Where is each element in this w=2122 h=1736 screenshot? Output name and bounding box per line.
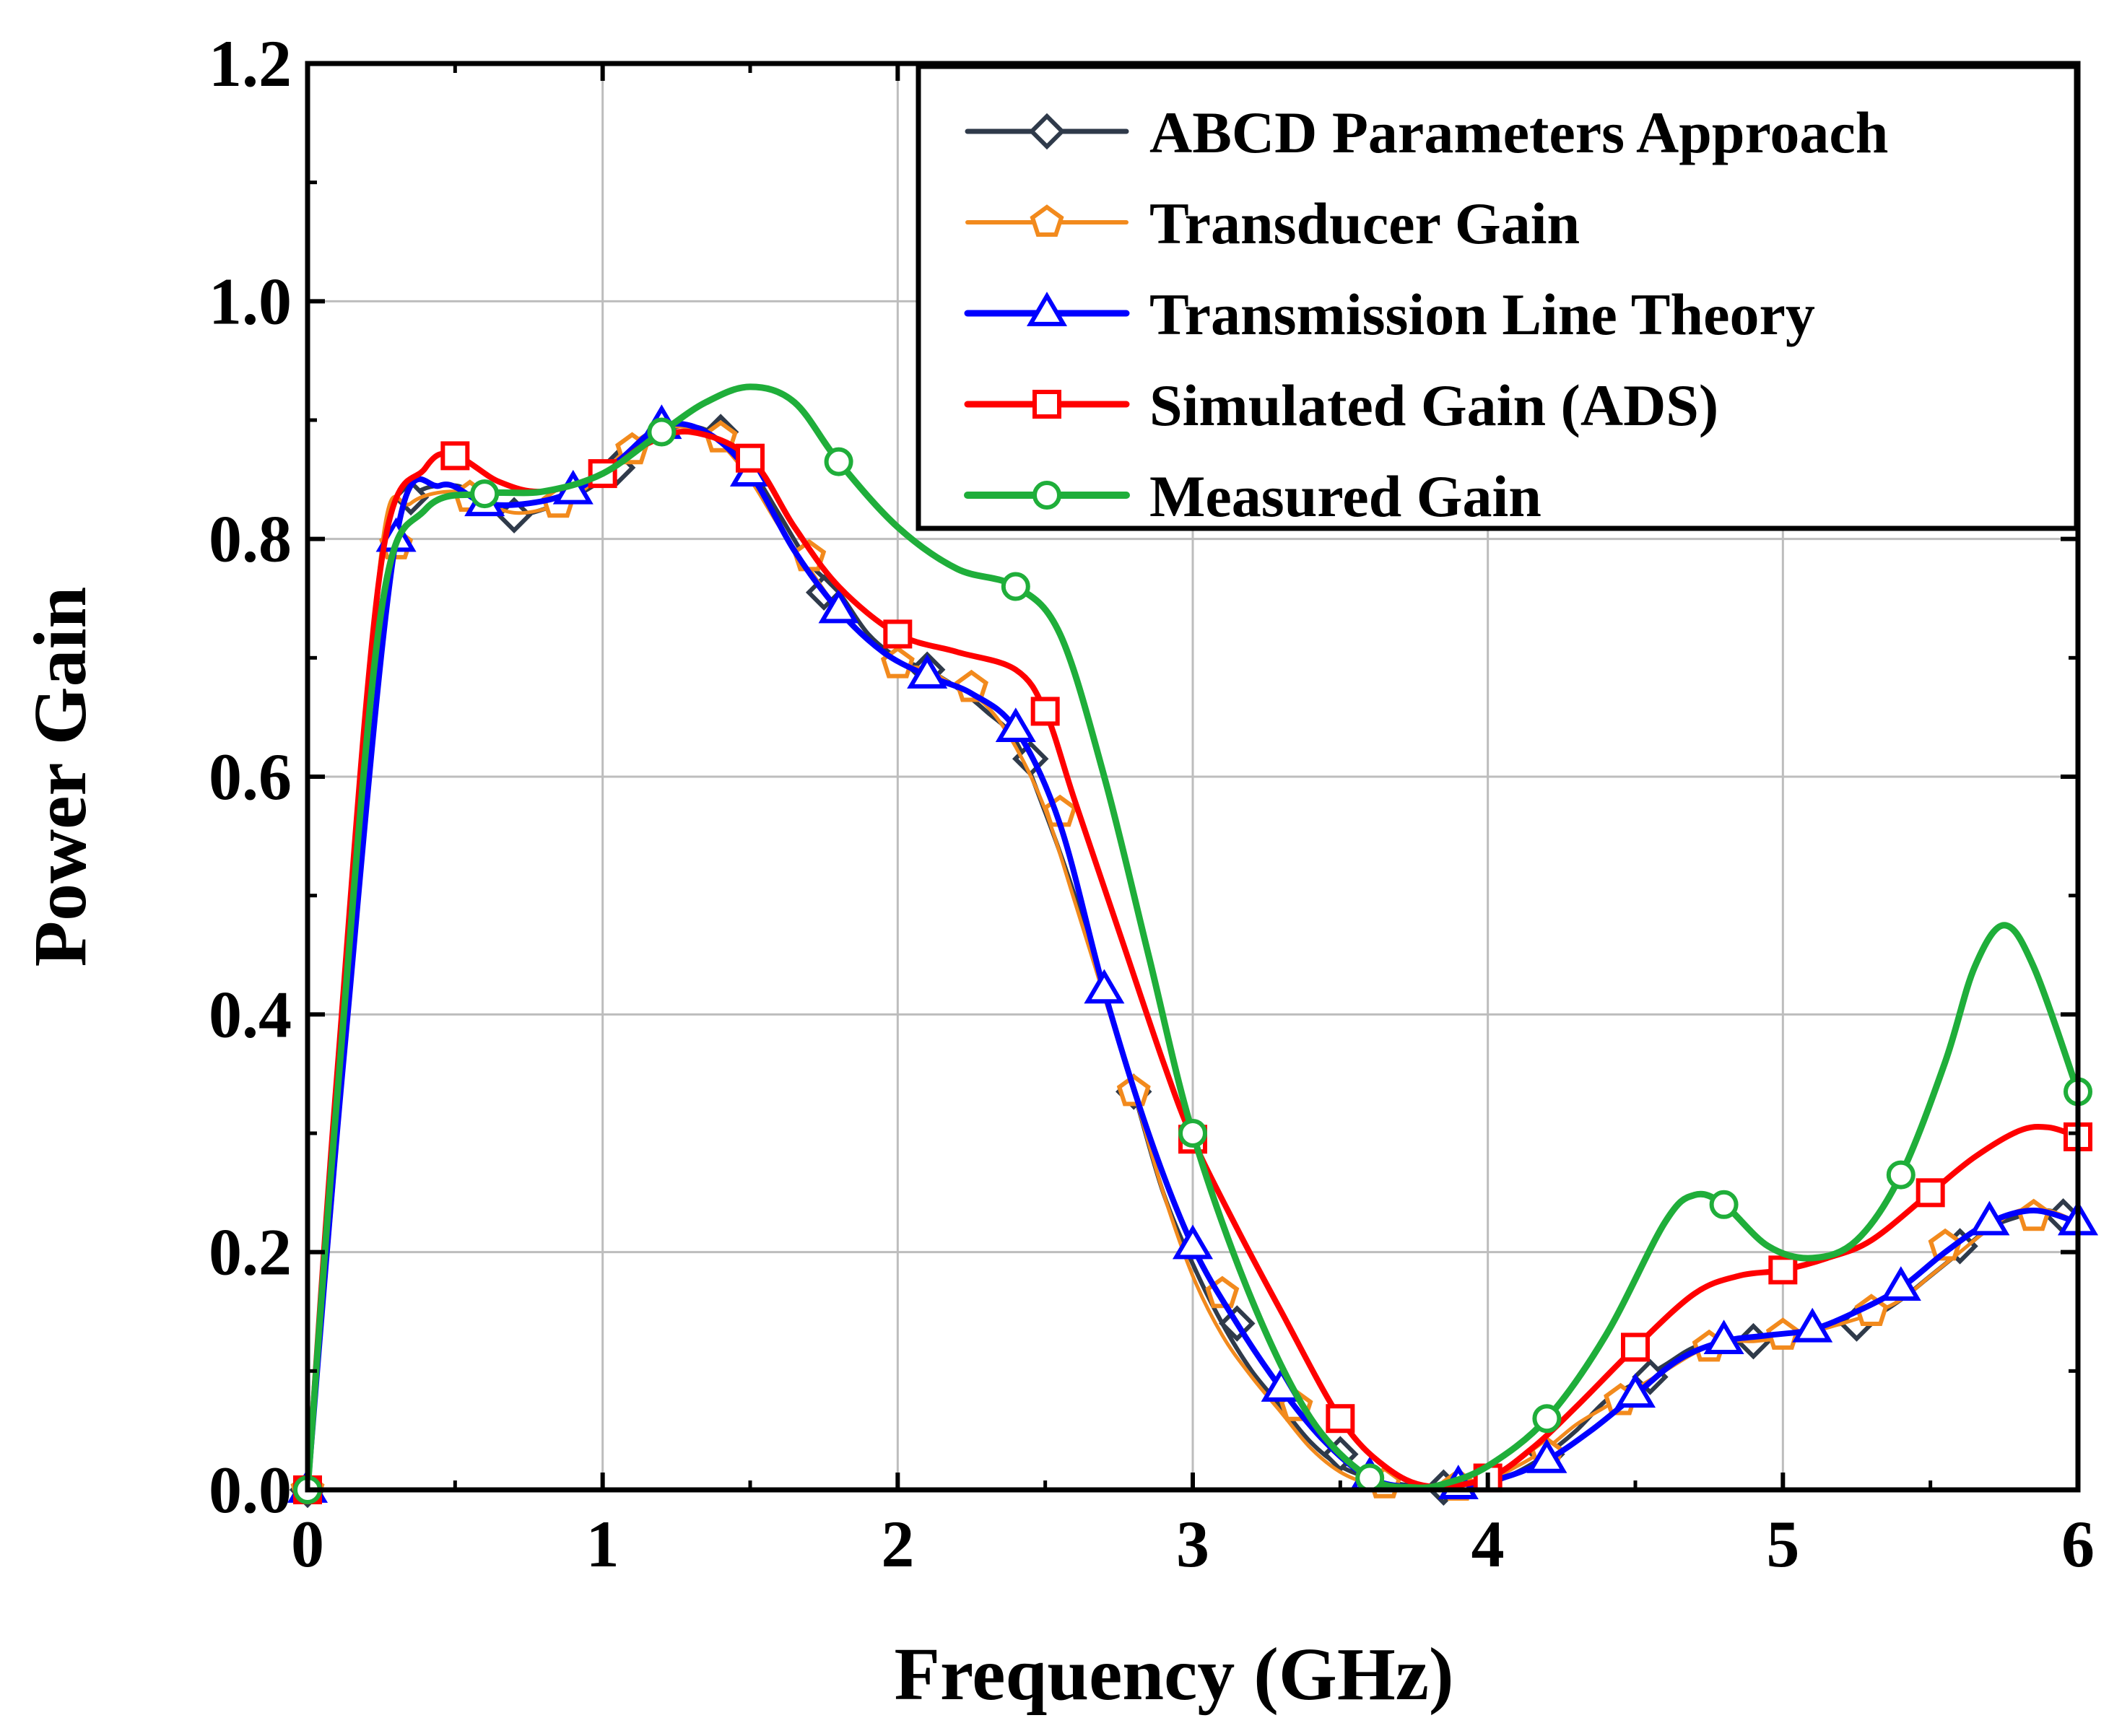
series-layer	[287, 383, 2099, 1509]
legend-label: Transmission Line Theory	[1149, 282, 1815, 347]
y-tick-label: 1.0	[209, 264, 292, 338]
x-tick-label: 6	[2061, 1507, 2095, 1581]
legend-entry-transducer-gain: Transducer Gain	[965, 191, 1580, 256]
data-point-transmission-line-theory	[1880, 1266, 1921, 1301]
data-point-transducer-gain	[2017, 1198, 2051, 1231]
y-tick-label: 0.0	[209, 1453, 292, 1527]
axes: 0 1 2 3 4 5 6 0.0 0.2 0.4 0.6 0.8 1.0 1.2	[209, 27, 2095, 1581]
data-point-simulated-gain-ads	[1621, 1332, 1650, 1362]
data-point-transmission-line-theory	[1526, 1438, 1567, 1473]
legend-label: Transducer Gain	[1149, 191, 1580, 256]
legend-label: Measured Gain	[1149, 463, 1542, 529]
data-point-measured-gain	[470, 479, 500, 509]
y-tick-label: 0.8	[209, 502, 292, 576]
legend-entry-simulated-gain-ads: Simulated Gain (ADS)	[964, 372, 1718, 438]
data-point-transmission-line-theory	[1969, 1200, 2010, 1236]
data-point-simulated-gain-ads	[1768, 1255, 1798, 1285]
x-tick-label: 1	[586, 1507, 619, 1581]
legend-marker-square	[1032, 390, 1061, 419]
data-point-simulated-gain-ads	[883, 619, 913, 649]
data-point-simulated-gain-ads	[1916, 1178, 1945, 1208]
data-point-measured-gain	[1886, 1160, 1916, 1190]
data-point-measured-gain	[1709, 1190, 1739, 1219]
legend-entry-measured-gain: Measured Gain	[964, 463, 1542, 529]
legend-entry-abcd-parameters-approach: ABCD Parameters Approach	[965, 100, 1888, 165]
data-point-measured-gain	[1355, 1463, 1385, 1493]
legend-label: ABCD Parameters Approach	[1149, 100, 1888, 165]
x-tick-label: 5	[1766, 1507, 1799, 1581]
data-point-simulated-gain-ads	[736, 443, 765, 473]
data-point-measured-gain	[1532, 1404, 1562, 1434]
data-point-measured-gain	[1001, 572, 1030, 601]
legend-box	[916, 64, 2079, 531]
legend-marker-pentagon	[1030, 204, 1064, 237]
legend-marker-circle	[1032, 481, 1061, 510]
legend-marker-diamond	[1028, 113, 1066, 150]
labels: Frequency (GHz) Power Gain	[19, 587, 1454, 1716]
data-point-transmission-line-theory	[1614, 1373, 1656, 1408]
x-tick-label: 2	[881, 1507, 914, 1581]
data-point-transmission-line-theory	[818, 588, 859, 624]
y-tick-label: 0.4	[209, 977, 292, 1051]
legend-label: Simulated Gain (ADS)	[1149, 372, 1718, 438]
y-tick-label: 0.2	[209, 1216, 292, 1289]
data-point-simulated-gain-ads	[440, 441, 470, 471]
legend: ABCD Parameters Approach Transducer Gain T…	[916, 64, 2079, 531]
legend-entry-transmission-line-theory: Transmission Line Theory	[964, 282, 1815, 347]
y-tick-label: 1.2	[209, 27, 292, 100]
x-axis-label: Frequency (GHz)	[894, 1633, 1453, 1716]
data-point-measured-gain	[824, 447, 853, 476]
data-point-transmission-line-theory	[1172, 1224, 1214, 1260]
series-measured-gain	[293, 383, 2092, 1504]
data-point-measured-gain	[647, 417, 677, 447]
y-tick-label: 0.6	[209, 740, 292, 814]
legend-marker-triangle	[1026, 292, 1068, 326]
data-point-simulated-gain-ads	[1030, 697, 1060, 726]
x-tick-label: 4	[1471, 1507, 1505, 1581]
data-point-transmission-line-theory	[907, 654, 948, 689]
series-line-measured-gain	[304, 383, 2082, 1493]
data-point-simulated-gain-ads	[1326, 1404, 1355, 1434]
data-point-transducer-gain	[954, 669, 989, 702]
data-point-transmission-line-theory	[1792, 1307, 1833, 1343]
data-point-transmission-line-theory	[1703, 1320, 1744, 1355]
data-point-measured-gain	[1178, 1119, 1207, 1148]
x-tick-label: 0	[291, 1507, 324, 1581]
data-point-transmission-line-theory	[995, 707, 1036, 743]
y-axis-label: Power Gain	[19, 587, 102, 967]
x-tick-label: 3	[1176, 1507, 1209, 1581]
data-point-transmission-line-theory	[1084, 969, 1125, 1004]
